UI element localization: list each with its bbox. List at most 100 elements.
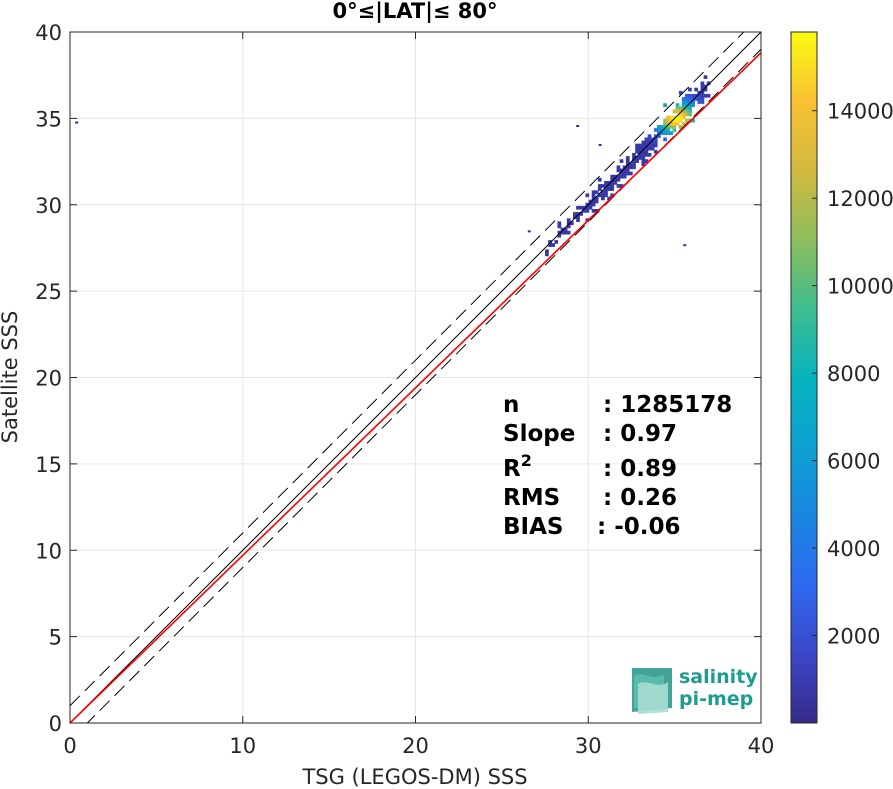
density-cell — [678, 118, 683, 123]
density-cell — [675, 103, 680, 107]
density-cell — [700, 87, 705, 92]
density-cell — [585, 202, 590, 207]
density-cell — [610, 177, 615, 182]
density-cell — [616, 168, 621, 173]
density-cell — [597, 193, 602, 198]
stat-r2-base: R — [503, 456, 521, 482]
density-cell — [604, 190, 608, 195]
colorbar-tick-label: 8000 — [827, 362, 880, 386]
density-cell — [653, 137, 658, 142]
density-cell — [635, 146, 639, 151]
density-cell — [691, 103, 695, 107]
density-cell — [684, 109, 689, 114]
density-cell — [681, 121, 686, 126]
density-cell — [604, 187, 608, 191]
density-cell — [604, 184, 608, 188]
density-cell — [610, 187, 615, 191]
density-cell — [644, 153, 649, 157]
density-cell — [700, 84, 705, 89]
density-cell — [660, 128, 664, 132]
density-cell — [663, 125, 667, 129]
density-cell — [672, 115, 677, 120]
density-cell — [638, 156, 643, 160]
density-cell — [560, 230, 565, 235]
density-cell — [576, 218, 580, 223]
regression-line — [70, 52, 761, 723]
x-tick-label: 20 — [402, 734, 429, 758]
colorbar: 2000 4000 6000 8000 10000 12000 14000 — [790, 31, 893, 724]
density-cell — [697, 100, 702, 104]
density-cell — [681, 115, 686, 120]
density-cell — [622, 165, 627, 170]
stat-rms-value: : 0.26 — [603, 485, 677, 511]
density-cell — [622, 171, 627, 176]
stat-slope-value: : 0.97 — [603, 421, 677, 447]
density-cell — [678, 112, 683, 117]
density-cell — [706, 81, 711, 86]
density-cell — [675, 115, 680, 120]
x-axis-ticks: 0 10 20 30 40 — [63, 32, 774, 758]
stat-bias-label: BIAS — [503, 514, 563, 540]
density-cell — [625, 168, 630, 173]
density-cell — [588, 202, 593, 207]
density-outlier-cell — [75, 121, 79, 124]
density-cell — [703, 87, 708, 92]
density-cell — [632, 156, 636, 160]
density-outlier-cell — [683, 244, 687, 247]
density-outlier-cell — [576, 125, 580, 128]
density-cell — [653, 140, 658, 145]
density-cell — [666, 125, 671, 129]
density-cell — [588, 199, 593, 204]
density-cell — [684, 103, 689, 107]
density-cell — [585, 193, 590, 198]
density-cell — [635, 143, 639, 148]
density-cell — [625, 171, 630, 176]
density-cell — [672, 109, 677, 114]
density-cell — [675, 121, 680, 126]
density-cell — [635, 149, 639, 154]
density-cell — [557, 221, 562, 226]
density-cell — [607, 196, 611, 201]
density-cell — [607, 187, 611, 191]
density-cell — [650, 143, 655, 148]
density-cell — [647, 146, 652, 151]
density-cell — [700, 81, 705, 86]
density-cell — [657, 125, 661, 129]
density-cell — [666, 121, 671, 126]
colorbar-tick-label: 4000 — [827, 537, 880, 561]
density-cell — [622, 174, 627, 179]
density-cell — [619, 184, 624, 188]
density-cell — [678, 109, 683, 114]
density-cell — [681, 109, 686, 114]
density-cell — [554, 240, 559, 244]
density-cell — [653, 128, 658, 132]
density-cell — [666, 128, 671, 132]
x-tick-label: 10 — [229, 734, 256, 758]
density-cell — [657, 134, 661, 139]
density-cell — [622, 168, 627, 173]
density-cell — [663, 131, 667, 135]
y-tick-label: 15 — [35, 453, 62, 477]
logo-line-2: pi-mep — [679, 688, 753, 710]
density-cell — [694, 97, 699, 101]
density-cell — [684, 106, 689, 111]
density-cell — [697, 93, 702, 98]
density-cell — [610, 193, 615, 198]
density-cell — [619, 159, 624, 163]
stat-rms-label: RMS — [503, 485, 560, 511]
density-cell — [629, 162, 633, 167]
density-cell — [591, 199, 596, 204]
density-cell — [688, 103, 692, 107]
density-cell — [607, 184, 611, 188]
density-cell — [635, 156, 639, 160]
density-cell — [681, 106, 686, 111]
density-cell — [641, 153, 646, 157]
density-cell — [591, 193, 596, 198]
density-cell — [694, 93, 699, 98]
density-cell — [691, 93, 695, 98]
colorbar-tick-label: 2000 — [827, 625, 880, 649]
density-cell — [691, 100, 695, 104]
density-cell — [597, 184, 602, 188]
density-cell — [669, 115, 674, 120]
